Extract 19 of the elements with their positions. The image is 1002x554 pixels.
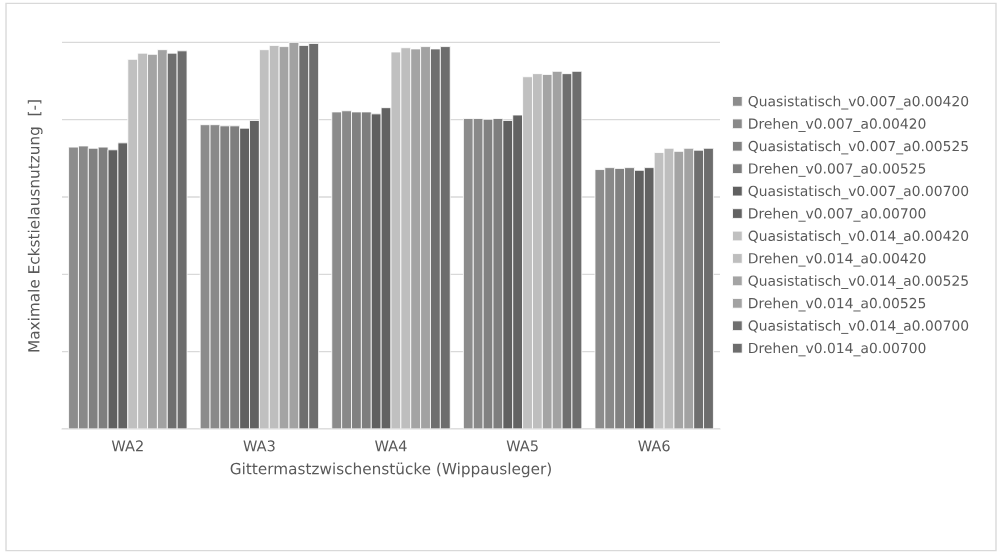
legend-label: Quasistatisch_v0.014_a0.00700 xyxy=(748,320,969,334)
x-tick-label: WA6 xyxy=(638,440,670,452)
legend-label: Quasistatisch_v0.007_a0.00420 xyxy=(748,95,969,110)
x-axis-title: Gittermastzwischenstücke (Wippausleger) xyxy=(230,462,551,478)
y-axis-title: Maximale Eckstielausnutzung [-] xyxy=(27,100,43,352)
x-tick-label: WA2 xyxy=(111,440,143,452)
x-tick-label: WA5 xyxy=(506,440,538,452)
legend-label: Drehen_v0.014_a0.00420 xyxy=(749,252,926,267)
legend-label: Drehen_v0.014_a0.00700 xyxy=(749,342,926,357)
legend-label: Drehen_v0.007_a0.00420 xyxy=(749,118,926,132)
legend-label: Quasistatisch_v0.007_a0.00525 xyxy=(748,140,968,155)
legend-label: Drehen_v0.007_a0.00700 xyxy=(749,207,926,222)
x-tick-label: WA4 xyxy=(375,440,407,452)
legend-label: Drehen_v0.007_a0.00525 xyxy=(749,162,926,177)
x-tick-label: WA3 xyxy=(243,440,275,452)
legend-label: Drehen_v0.014_a0.00525 xyxy=(749,297,926,312)
legend-label: Quasistatisch_v0.014_a0.00525 xyxy=(748,275,968,290)
legend-label: Quasistatisch_v0.014_a0.00420 xyxy=(748,230,969,245)
legend-label: Quasistatisch_v0.007_a0.00700 xyxy=(748,185,969,200)
